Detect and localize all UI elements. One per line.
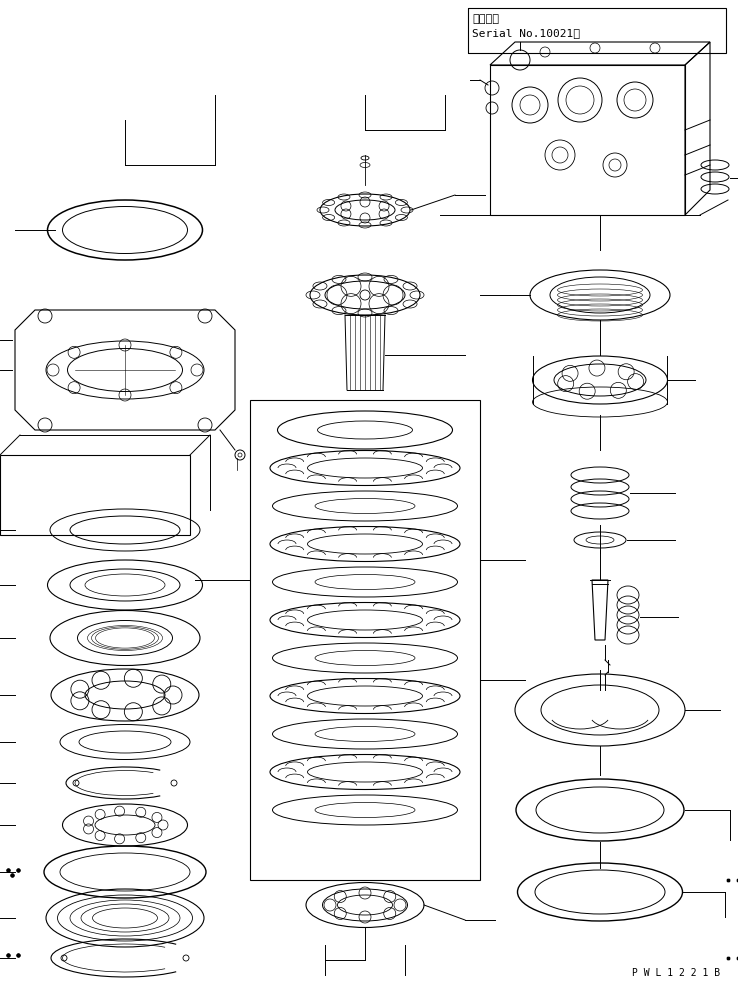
Bar	[0, 455, 190, 535]
Bar	[468, 8, 726, 53]
Text: P W L 1 2 2 1 B: P W L 1 2 2 1 B	[632, 968, 720, 978]
Bar	[250, 400, 480, 880]
Text: 適用号機: 適用号機	[472, 14, 499, 24]
Bar	[490, 65, 685, 215]
Text: Serial No.10021～: Serial No.10021～	[472, 28, 580, 38]
